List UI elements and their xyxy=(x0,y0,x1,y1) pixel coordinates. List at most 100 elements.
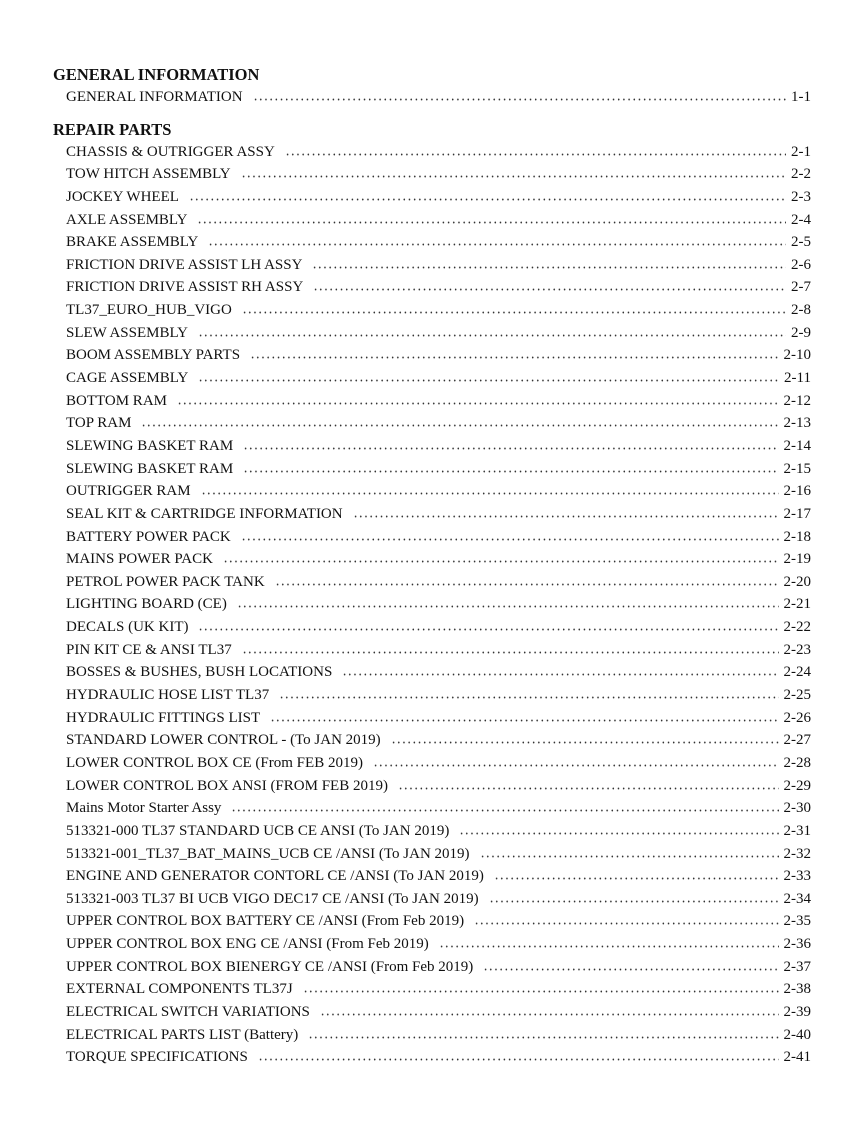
toc-entry[interactable]: EXTERNAL COMPONENTS TL37J 2-38 xyxy=(53,978,811,1001)
toc-entry[interactable]: BATTERY POWER PACK 2-18 xyxy=(53,526,811,549)
entry-page-number: 2-2 xyxy=(791,166,811,183)
entry-page-number: 2-16 xyxy=(783,483,812,500)
entry-title: OUTRIGGER RAM xyxy=(66,483,191,500)
dot-leader xyxy=(488,899,779,903)
toc-entry[interactable]: CAGE ASSEMBLY 2-11 xyxy=(53,367,811,390)
toc-entry[interactable]: FRICTION DRIVE ASSIST LH ASSY 2-6 xyxy=(53,254,811,277)
entry-page-number: 2-7 xyxy=(791,279,811,296)
dot-leader xyxy=(236,605,779,609)
dot-leader xyxy=(188,197,786,201)
dot-leader xyxy=(397,786,779,790)
entry-page-number: 2-30 xyxy=(783,800,812,817)
entry-title: CAGE ASSEMBLY xyxy=(66,370,189,387)
toc-entry[interactable]: HYDRAULIC FITTINGS LIST 2-26 xyxy=(53,707,811,730)
toc-entry[interactable]: UPPER CONTROL BOX BIENERGY CE /ANSI (Fro… xyxy=(53,956,811,979)
entry-title: BOTTOM RAM xyxy=(66,392,167,409)
entry-title: BRAKE ASSEMBLY xyxy=(66,234,199,251)
toc-entry[interactable]: BOSSES & BUSHES, BUSH LOCATIONS 2-24 xyxy=(53,661,811,684)
entry-page-number: 2-25 xyxy=(783,687,812,704)
entry-page-number: 2-31 xyxy=(783,822,812,839)
toc-entry[interactable]: ELECTRICAL PARTS LIST (Battery) 2-40 xyxy=(53,1024,811,1047)
entry-page-number: 2-26 xyxy=(783,709,812,726)
entry-page-number: 2-6 xyxy=(791,256,811,273)
toc-entry[interactable]: LIGHTING BOARD (CE) 2-21 xyxy=(53,593,811,616)
toc-entry[interactable]: MAINS POWER PACK 2-19 xyxy=(53,548,811,571)
entry-page-number: 2-19 xyxy=(783,551,812,568)
entry-page-number: 2-22 xyxy=(783,619,812,636)
dot-leader xyxy=(177,401,779,405)
toc-entry[interactable]: BOTTOM RAM 2-12 xyxy=(53,390,811,413)
entry-page-number: 2-35 xyxy=(783,913,812,930)
entry-page-number: 2-36 xyxy=(783,936,812,953)
entry-page-number: 2-39 xyxy=(783,1003,812,1020)
entry-page-number: 2-23 xyxy=(783,641,812,658)
toc-entry[interactable]: DECALS (UK KIT) 2-22 xyxy=(53,616,811,639)
dot-leader xyxy=(252,98,786,101)
toc-entry[interactable]: OUTRIGGER RAM 2-16 xyxy=(53,480,811,503)
entry-title: FRICTION DRIVE ASSIST RH ASSY xyxy=(66,279,304,296)
toc-entry[interactable]: LOWER CONTROL BOX CE (From FEB 2019) 2-28 xyxy=(53,752,811,775)
entry-title: TORQUE SPECIFICATIONS xyxy=(66,1049,248,1066)
entry-page-number: 2-38 xyxy=(783,981,812,998)
toc-entry[interactable]: CHASSIS & OUTRIGGER ASSY 2-1 xyxy=(53,141,811,164)
dot-leader xyxy=(198,628,779,632)
toc-entry[interactable]: PETROL POWER PACK TANK 2-20 xyxy=(53,571,811,594)
dot-leader xyxy=(208,243,786,247)
toc-entry[interactable]: STANDARD LOWER CONTROL - (To JAN 2019) 2-… xyxy=(53,729,811,752)
toc-entry[interactable]: UPPER CONTROL BOX ENG CE /ANSI (From Feb… xyxy=(53,933,811,956)
dot-leader xyxy=(372,763,779,767)
dot-leader xyxy=(302,990,779,994)
dot-leader xyxy=(240,537,779,541)
toc-entry[interactable]: SLEWING BASKET RAM 2-14 xyxy=(53,435,811,458)
toc-entry[interactable]: 513321-003 TL37 BI UCB VIGO DEC17 CE /AN… xyxy=(53,888,811,911)
entry-title: DECALS (UK KIT) xyxy=(66,619,189,636)
dot-leader xyxy=(222,560,779,564)
entry-title: TL37_EURO_HUB_VIGO xyxy=(66,302,232,319)
entry-title: HYDRAULIC HOSE LIST TL37 xyxy=(66,687,270,704)
toc-entry[interactable]: TOW HITCH ASSEMBLY 2-2 xyxy=(53,163,811,186)
entry-page-number: 2-5 xyxy=(791,234,811,251)
entry-title: ENGINE AND GENERATOR CONTORL CE /ANSI (T… xyxy=(66,868,484,885)
toc-entry[interactable]: PIN KIT CE & ANSI TL37 2-23 xyxy=(53,639,811,662)
dot-leader xyxy=(241,650,779,654)
entry-title: GENERAL INFORMATION xyxy=(66,89,243,105)
toc-entry[interactable]: Mains Motor Starter Assy 2-30 xyxy=(53,797,811,820)
toc-section: GENERAL INFORMATION GENERAL INFORMATION 1-… xyxy=(53,64,811,109)
toc-entry[interactable]: UPPER CONTROL BOX BATTERY CE /ANSI (From… xyxy=(53,910,811,933)
toc-entry[interactable]: ENGINE AND GENERATOR CONTORL CE /ANSI (T… xyxy=(53,865,811,888)
toc-entry[interactable]: LOWER CONTROL BOX ANSI (FROM FEB 2019) 2-… xyxy=(53,775,811,798)
toc-entry[interactable]: AXLE ASSEMBLY 2-4 xyxy=(53,209,811,232)
toc-entry[interactable]: HYDRAULIC HOSE LIST TL37 2-25 xyxy=(53,684,811,707)
toc-entry[interactable]: BRAKE ASSEMBLY 2-5 xyxy=(53,231,811,254)
toc-entry[interactable]: SLEWING BASKET RAM 2-15 xyxy=(53,458,811,481)
dot-leader xyxy=(197,220,786,224)
dot-leader xyxy=(231,809,779,813)
toc-entry[interactable]: GENERAL INFORMATION 1-1 xyxy=(53,86,811,109)
entry-title: ELECTRICAL SWITCH VARIATIONS xyxy=(66,1003,310,1020)
entry-page-number: 2-4 xyxy=(791,211,811,228)
entry-title: SLEWING BASKET RAM xyxy=(66,437,234,454)
dot-leader xyxy=(243,469,779,473)
toc-entry[interactable]: 513321-001_TL37_BAT_MAINS_UCB CE /ANSI (… xyxy=(53,843,811,866)
entry-page-number: 2-27 xyxy=(783,732,812,749)
entry-title: JOCKEY WHEEL xyxy=(66,188,179,205)
entry-page-number: 2-28 xyxy=(783,754,812,771)
entry-title: MAINS POWER PACK xyxy=(66,551,213,568)
toc-entry[interactable]: SEAL KIT & CARTRIDGE INFORMATION 2-17 xyxy=(53,503,811,526)
toc-entry[interactable]: TL37_EURO_HUB_VIGO 2-8 xyxy=(53,299,811,322)
toc-entry[interactable]: ELECTRICAL SWITCH VARIATIONS 2-39 xyxy=(53,1001,811,1024)
toc-entry[interactable]: JOCKEY WHEEL 2-3 xyxy=(53,186,811,209)
dot-leader xyxy=(240,175,786,179)
toc-entry[interactable]: TORQUE SPECIFICATIONS 2-41 xyxy=(53,1046,811,1069)
entry-title: LOWER CONTROL BOX CE (From FEB 2019) xyxy=(66,754,363,771)
entry-page-number: 2-12 xyxy=(783,392,812,409)
toc-entry[interactable]: SLEW ASSEMBLY 2-9 xyxy=(53,322,811,345)
toc-entry[interactable]: 513321-000 TL37 STANDARD UCB CE ANSI (To… xyxy=(53,820,811,843)
entry-page-number: 2-21 xyxy=(783,596,812,613)
toc-entry[interactable]: FRICTION DRIVE ASSIST RH ASSY 2-7 xyxy=(53,276,811,299)
entry-title: AXLE ASSEMBLY xyxy=(66,211,188,228)
entry-title: SLEW ASSEMBLY xyxy=(66,324,188,341)
toc-entry[interactable]: BOOM ASSEMBLY PARTS 2-10 xyxy=(53,344,811,367)
toc-entry[interactable]: TOP RAM 2-13 xyxy=(53,412,811,435)
dot-leader xyxy=(479,854,779,858)
